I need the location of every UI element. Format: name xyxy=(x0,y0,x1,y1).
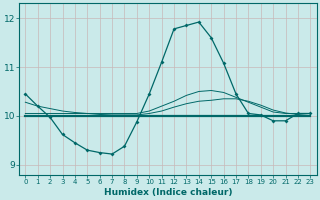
X-axis label: Humidex (Indice chaleur): Humidex (Indice chaleur) xyxy=(104,188,232,197)
